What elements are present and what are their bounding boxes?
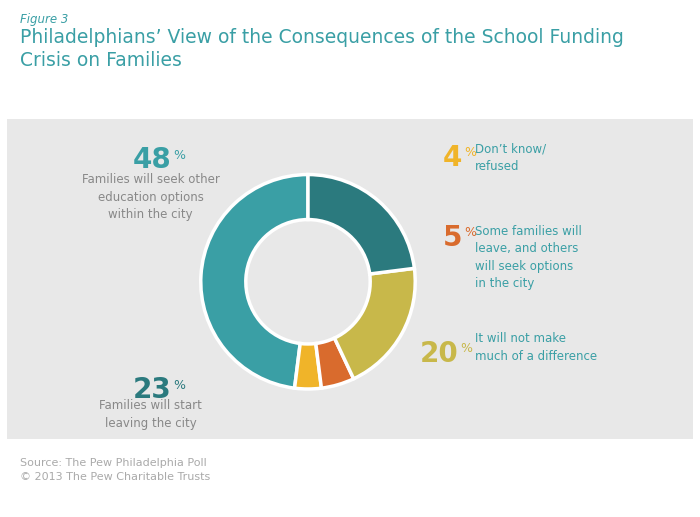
Wedge shape — [335, 268, 415, 379]
Text: 20: 20 — [420, 340, 459, 368]
Text: Families will start
leaving the city: Families will start leaving the city — [99, 399, 202, 430]
Text: Figure 3: Figure 3 — [20, 13, 68, 26]
Text: %: % — [464, 146, 476, 159]
Text: 23: 23 — [133, 376, 172, 404]
Text: %: % — [174, 378, 186, 392]
Text: 4: 4 — [442, 144, 462, 172]
Text: Don’t know/
refused: Don’t know/ refused — [475, 143, 546, 173]
Text: %: % — [464, 226, 476, 239]
Text: Families will seek other
education options
within the city: Families will seek other education optio… — [82, 173, 219, 221]
Wedge shape — [201, 175, 308, 388]
Text: It will not make
much of a difference: It will not make much of a difference — [475, 332, 596, 362]
Text: Philadelphians’ View of the Consequences of the School Funding
Crisis on Familie: Philadelphians’ View of the Consequences… — [20, 28, 624, 70]
Text: %: % — [461, 342, 473, 356]
Text: 5: 5 — [442, 224, 462, 252]
Wedge shape — [316, 338, 354, 388]
Text: Source: The Pew Philadelphia Poll
© 2013 The Pew Charitable Trusts: Source: The Pew Philadelphia Poll © 2013… — [20, 458, 210, 482]
Text: 48: 48 — [133, 146, 172, 174]
Wedge shape — [295, 343, 321, 389]
Text: Some families will
leave, and others
will seek options
in the city: Some families will leave, and others wil… — [475, 225, 582, 291]
Text: %: % — [174, 148, 186, 162]
Wedge shape — [308, 175, 414, 274]
